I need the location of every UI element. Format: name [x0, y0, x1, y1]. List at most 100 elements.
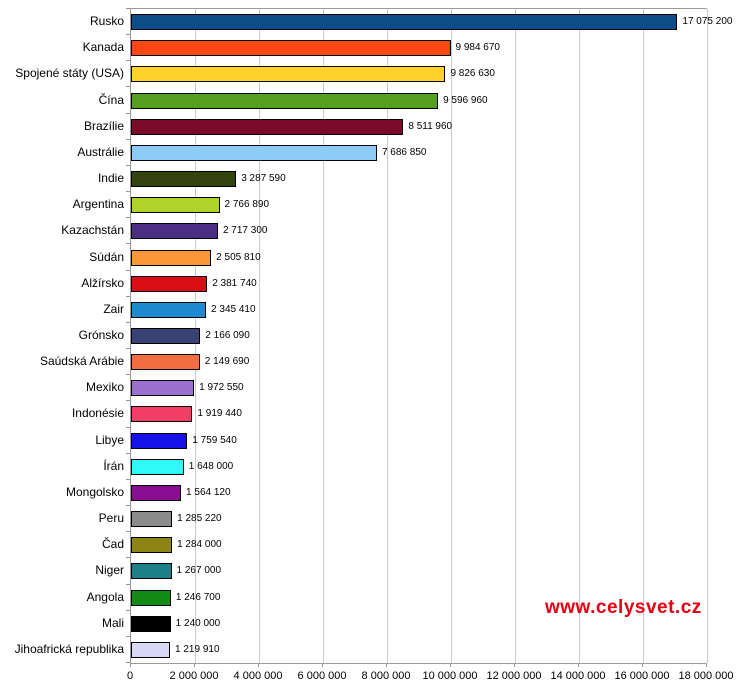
value-label: 9 826 630	[450, 68, 495, 80]
category-label: Peru	[98, 511, 124, 526]
value-label: 2 345 410	[211, 303, 256, 315]
x-axis-tick	[322, 663, 323, 667]
bar-3	[131, 92, 439, 109]
value-label: 2 149 690	[204, 356, 250, 368]
category-label: Kanada	[82, 40, 124, 55]
bar-5	[131, 144, 377, 161]
y-axis-tick	[126, 34, 130, 35]
gridline	[707, 9, 708, 663]
gridline	[259, 9, 260, 663]
value-label: 8 511 960	[408, 120, 453, 132]
y-axis-tick	[126, 453, 130, 454]
bar-2	[131, 66, 446, 83]
x-axis-tick	[450, 663, 451, 667]
value-label: 7 686 850	[381, 146, 427, 158]
category-label: Indonésie	[71, 406, 124, 421]
x-axis-tick	[578, 663, 579, 667]
value-label: 17 075 200	[682, 16, 733, 28]
y-axis-tick	[126, 217, 130, 218]
category-label: Angola	[86, 589, 124, 604]
bar-6	[131, 171, 237, 188]
value-label: 1 564 120	[186, 486, 231, 498]
bar-21	[131, 563, 172, 580]
category-label: Mexiko	[85, 380, 124, 395]
category-label: Mali	[101, 615, 124, 630]
x-axis-tick-label: 14 000 000	[550, 670, 606, 682]
bar-8	[131, 223, 218, 240]
x-axis-tick-label: 6 000 000	[297, 670, 347, 682]
x-axis-tick-label: 4 000 000	[233, 670, 283, 682]
x-axis-tick	[258, 663, 259, 667]
y-axis-tick	[126, 270, 130, 271]
bar-18	[131, 484, 182, 501]
value-label: 1 267 000	[176, 565, 222, 577]
value-label: 1 972 550	[199, 382, 244, 394]
y-axis-tick	[126, 191, 130, 192]
value-label: 2 381 740	[212, 277, 257, 289]
value-label: 1 919 440	[197, 408, 242, 420]
gridline	[387, 9, 388, 663]
value-label: 1 648 000	[188, 460, 234, 472]
bar-4	[131, 118, 404, 135]
x-axis-tick	[514, 663, 515, 667]
category-axis-labels: Rusko Kanada Spojené státy (USA) Čína Brazíl…	[0, 8, 124, 662]
gridline	[579, 9, 580, 663]
gridline	[451, 9, 452, 663]
category-label: Spojené státy (USA)	[15, 66, 124, 81]
y-axis-tick	[126, 479, 130, 480]
y-axis-tick	[126, 505, 130, 506]
gridline	[515, 9, 516, 663]
x-axis-tick-label: 12 000 000	[486, 670, 542, 682]
y-axis-tick	[126, 60, 130, 61]
value-label: 1 285 220	[177, 513, 222, 525]
category-label: Niger	[95, 563, 124, 578]
y-axis-tick	[126, 557, 130, 558]
bar-7	[131, 197, 220, 214]
watermark-link[interactable]: www.celysvet.cz	[545, 597, 702, 618]
category-label: Austrálie	[77, 144, 124, 159]
x-axis-tick-label: 0	[126, 670, 134, 682]
bar-24	[131, 641, 171, 658]
bar-22	[131, 589, 171, 606]
y-axis-tick	[126, 584, 130, 585]
bar-9	[131, 249, 212, 266]
category-label: Brazílie	[83, 118, 124, 133]
y-axis-tick	[126, 427, 130, 428]
category-label: Saúdská Arábie	[39, 354, 124, 369]
x-axis-tick	[386, 663, 387, 667]
y-axis-tick	[126, 531, 130, 532]
y-axis-tick	[126, 8, 130, 9]
x-axis-tick-label: 2 000 000	[169, 670, 219, 682]
category-label: Alžírsko	[81, 275, 124, 290]
bar-0	[131, 14, 678, 31]
x-axis-tick	[130, 663, 131, 667]
bar-14	[131, 380, 195, 397]
x-axis-tick-label: 16 000 000	[614, 670, 670, 682]
y-axis-tick	[126, 636, 130, 637]
bar-19	[131, 511, 173, 528]
category-label: Jihoafrická republika	[14, 641, 124, 656]
y-axis-tick	[126, 243, 130, 244]
y-axis-tick	[126, 348, 130, 349]
y-axis-tick	[126, 296, 130, 297]
value-label: 2 166 090	[205, 330, 250, 341]
x-axis-tick-label: 18 000 000	[678, 670, 734, 682]
value-label: 1 284 000	[177, 539, 222, 551]
value-label: 2 505 810	[216, 251, 261, 263]
bar-17	[131, 458, 184, 475]
value-label: 2 717 300	[222, 225, 268, 237]
bar-16	[131, 432, 188, 449]
plot-area: 17 075 200 9 984 670 9 826 630 9 596 960 8 5…	[130, 8, 732, 664]
y-axis-tick	[126, 165, 130, 166]
value-label: 1 759 540	[192, 434, 237, 446]
bar-13	[131, 354, 200, 371]
bar-10	[131, 275, 208, 292]
y-axis-tick	[126, 374, 130, 375]
category-label: Súdán	[89, 249, 124, 264]
bar-12	[131, 328, 201, 344]
category-label: Mongolsko	[65, 484, 124, 499]
value-label: 3 287 590	[241, 173, 286, 185]
gridline	[643, 9, 644, 663]
category-label: Indie	[97, 171, 124, 186]
